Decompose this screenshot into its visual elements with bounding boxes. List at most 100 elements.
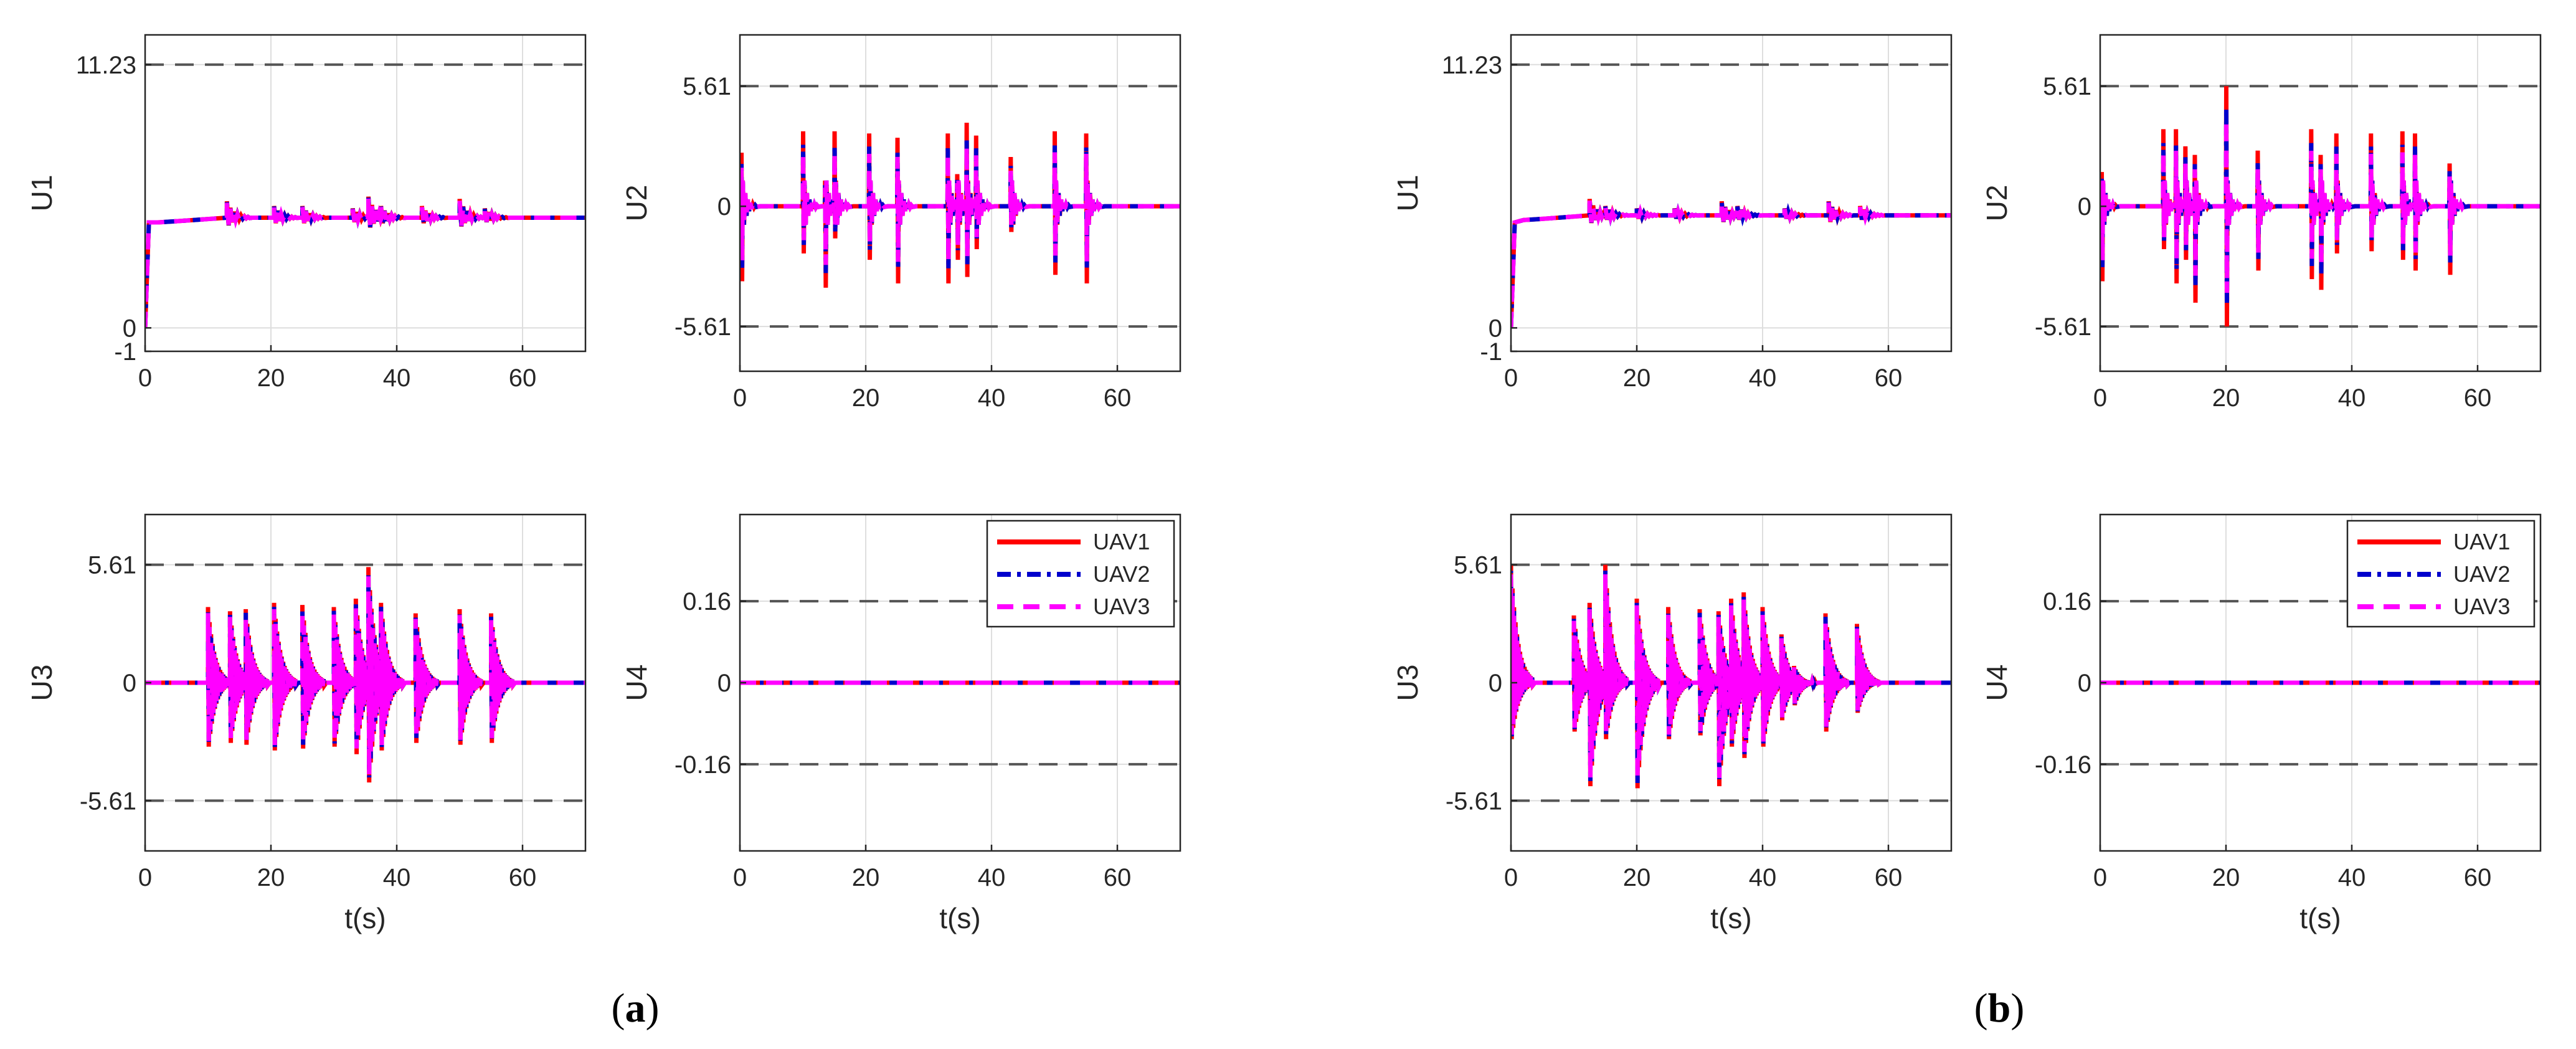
chart-b-U2: 0 20 40 60 -5.61 0 5.61 U2 xyxy=(1981,34,2542,412)
y-tick-label: 0 xyxy=(1489,315,1502,342)
axes-frame xyxy=(1510,34,1953,353)
x-axis-label: t(s) xyxy=(344,902,386,934)
y-tick-label: -1 xyxy=(114,338,136,366)
panel-label-part: b xyxy=(1988,985,2011,1031)
y-axis-label: U4 xyxy=(1981,665,2013,701)
series-line-uav3 xyxy=(145,576,585,775)
panel-label-b: (b) xyxy=(1974,985,2025,1031)
series-line-uav3 xyxy=(145,198,585,328)
y-tick-label: -5.61 xyxy=(675,313,731,341)
y-axis-label: U1 xyxy=(26,175,58,212)
y-tick-label: 5.61 xyxy=(683,73,731,100)
chart-a-U4: 0 20 40 60 -0.16 0 0.16 U4 t(s) UAV1 UAV2 UAV3 xyxy=(620,513,1181,934)
series-line-uav3 xyxy=(1511,200,1951,328)
x-tick-label: 20 xyxy=(852,864,880,891)
x-tick-label: 40 xyxy=(978,384,1006,412)
x-tick-label: 0 xyxy=(138,864,152,891)
y-tick-label: 0 xyxy=(123,670,136,697)
x-tick-label: 20 xyxy=(852,384,880,412)
legend-label-uav2: UAV2 xyxy=(2453,561,2510,587)
legend: UAV1 UAV2 UAV3 xyxy=(2346,520,2536,628)
x-tick-label: 20 xyxy=(257,864,285,891)
chart-b-U3: 0 20 40 60 -5.61 0 5.61 U3 t(s) xyxy=(1391,513,1953,934)
x-tick-label: 0 xyxy=(733,864,747,891)
y-tick-label: 0 xyxy=(717,193,731,221)
series-line-uav3 xyxy=(2100,120,2540,293)
y-tick-label: 0.16 xyxy=(2043,588,2091,615)
chart-b-U4: 0 20 40 60 -0.16 0 0.16 U4 t(s) UAV1 UAV2 UAV3 xyxy=(1981,513,2542,934)
legend-label-uav1: UAV1 xyxy=(1093,529,1150,554)
y-tick-label: 0 xyxy=(123,315,136,342)
y-axis-label: U2 xyxy=(620,185,653,222)
legend-label-uav2: UAV2 xyxy=(1093,561,1150,587)
data-layer xyxy=(740,85,1180,328)
series-line-uav3 xyxy=(740,146,1180,265)
x-tick-label: 20 xyxy=(2212,384,2240,412)
y-axis-label: U1 xyxy=(1391,175,1424,212)
x-tick-label: 20 xyxy=(257,364,285,392)
legend: UAV1 UAV2 UAV3 xyxy=(986,520,1175,628)
y-tick-label: 5.61 xyxy=(2043,73,2091,100)
y-tick-label: 0 xyxy=(1489,670,1502,697)
chart-a-U3: 0 20 40 60 -5.61 0 5.61 U3 t(s) xyxy=(26,513,587,934)
y-axis-label: U3 xyxy=(26,665,58,701)
x-tick-label: 60 xyxy=(2464,384,2492,412)
x-tick-label: 0 xyxy=(1504,364,1518,392)
axes-frame xyxy=(739,34,1181,373)
x-tick-label: 0 xyxy=(2093,864,2107,891)
data-layer xyxy=(145,563,585,802)
data-layer xyxy=(2100,85,2540,328)
y-axis-label: U4 xyxy=(620,665,653,701)
y-tick-label: -1 xyxy=(1480,338,1502,366)
x-tick-label: 40 xyxy=(2338,864,2366,891)
data-layer xyxy=(1511,63,1951,328)
axes-frame xyxy=(2099,34,2542,373)
x-tick-label: 60 xyxy=(1104,864,1132,891)
panel-label-part: ) xyxy=(2010,985,2024,1031)
y-tick-label: 0.16 xyxy=(683,588,731,615)
x-tick-label: 40 xyxy=(978,864,1006,891)
data-layer xyxy=(1511,563,1951,802)
series-line-uav3 xyxy=(1511,574,1951,780)
y-tick-label: 0 xyxy=(2078,193,2091,221)
y-tick-label: 11.23 xyxy=(76,52,136,79)
x-tick-label: 40 xyxy=(383,864,411,891)
legend-label-uav3: UAV3 xyxy=(2453,594,2510,619)
plot-area xyxy=(1511,35,1951,351)
panel-label-part: ( xyxy=(612,985,625,1031)
y-tick-label: -0.16 xyxy=(675,751,731,779)
x-tick-label: 20 xyxy=(1623,364,1651,392)
x-axis-label: t(s) xyxy=(2299,902,2341,934)
x-tick-label: 0 xyxy=(1504,864,1518,891)
y-tick-label: 0 xyxy=(2078,670,2091,697)
plot-area xyxy=(145,35,585,351)
y-tick-label: -5.61 xyxy=(2035,313,2091,341)
x-tick-label: 20 xyxy=(1623,864,1651,891)
x-tick-label: 0 xyxy=(138,364,152,392)
y-tick-label: -0.16 xyxy=(2035,751,2091,779)
x-axis-label: t(s) xyxy=(939,902,980,934)
chart-a-U1: 0 20 40 60 -10 11.23 U1 xyxy=(26,34,587,392)
chart-b-U1: 0 20 40 60 -10 11.23 U1 xyxy=(1391,34,1953,392)
legend-label-uav3: UAV3 xyxy=(1093,594,1150,619)
y-tick-label: 5.61 xyxy=(88,552,136,579)
y-axis-label: U3 xyxy=(1391,665,1424,701)
x-tick-label: 60 xyxy=(1875,864,1903,891)
y-tick-label: -5.61 xyxy=(1446,787,1502,815)
y-tick-label: 0 xyxy=(717,670,731,697)
axes-frame xyxy=(144,34,587,353)
x-tick-label: 0 xyxy=(2093,384,2107,412)
x-tick-label: 40 xyxy=(1749,864,1777,891)
panel-label-a: (a) xyxy=(612,985,660,1031)
x-tick-label: 20 xyxy=(2212,864,2240,891)
y-tick-label: 11.23 xyxy=(1442,52,1502,79)
x-tick-label: 40 xyxy=(1749,364,1777,392)
y-tick-label: -5.61 xyxy=(80,787,136,815)
y-axis-label: U2 xyxy=(1981,185,2013,222)
x-tick-label: 40 xyxy=(2338,384,2366,412)
panel-label-part: ) xyxy=(646,985,660,1031)
x-tick-label: 60 xyxy=(1104,384,1132,412)
x-axis-label: t(s) xyxy=(1710,902,1751,934)
x-tick-label: 60 xyxy=(1875,364,1903,392)
